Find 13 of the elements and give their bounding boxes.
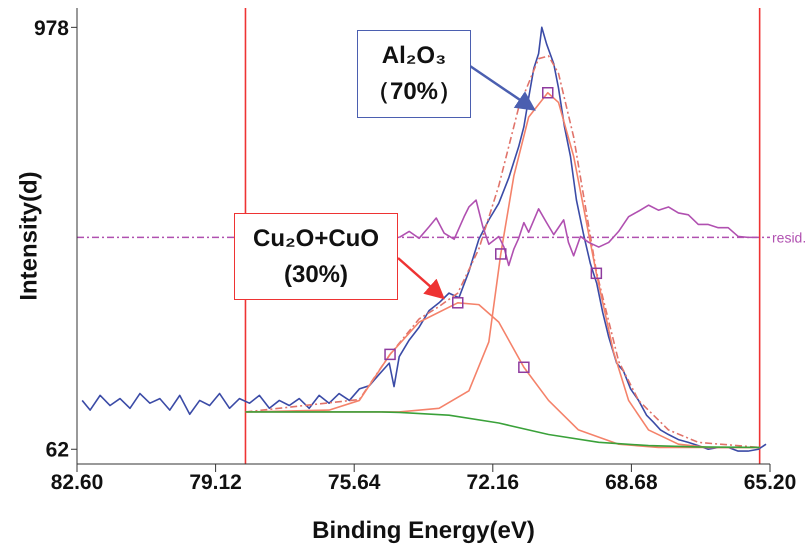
annotation: Al₂O₃ （70%） xyxy=(357,30,471,118)
x-tick-label: 72.16 xyxy=(466,470,520,494)
x-tick-label: 82.60 xyxy=(50,470,104,494)
x-tick-label: 65.20 xyxy=(744,470,796,494)
y-axis-title: Intensity(d) xyxy=(16,171,43,301)
y-tick-label: 978 xyxy=(34,16,70,40)
x-tick-label: 75.64 xyxy=(328,470,381,494)
y-tick-label: 62 xyxy=(46,438,69,462)
ref-line-label: resid. xyxy=(772,229,806,246)
x-tick-label: 79.12 xyxy=(189,470,242,494)
x-axis-title: Binding Energy(eV) xyxy=(312,517,535,544)
x-tick-label: 68.68 xyxy=(605,470,658,494)
annotation: Cu₂O+CuO (30%) xyxy=(234,213,398,300)
